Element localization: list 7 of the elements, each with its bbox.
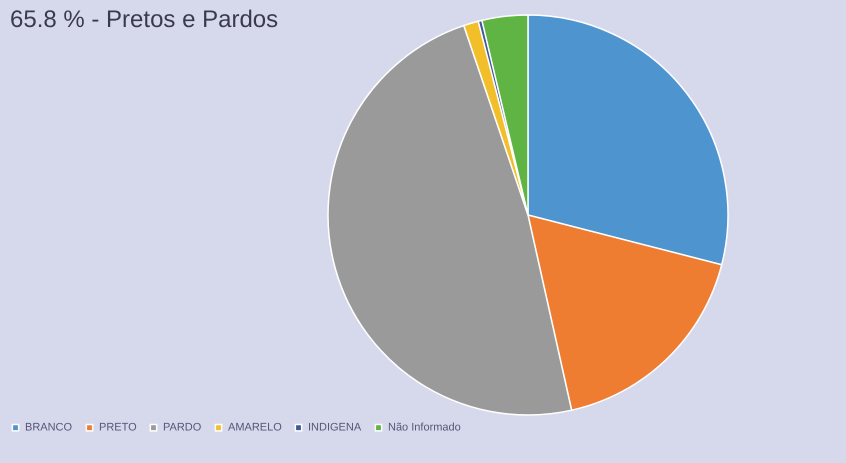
chart-title: 65.8 % - Pretos e Pardos: [10, 6, 278, 33]
legend-label: Não Informado: [388, 422, 461, 434]
legend-label: BRANCO: [25, 422, 73, 434]
legend-label: PARDO: [163, 422, 202, 434]
legend-label: PRETO: [99, 422, 138, 434]
legend-label: INDIGENA: [308, 422, 362, 434]
legend-label: AMARELO: [228, 422, 282, 434]
